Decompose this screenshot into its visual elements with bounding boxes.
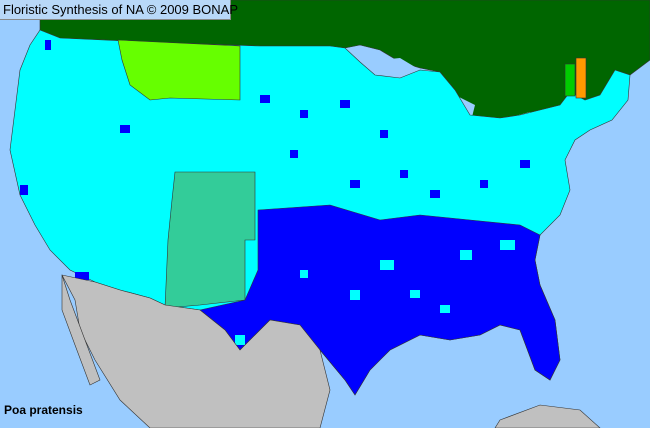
southwest-region (164, 171, 256, 309)
cuba (494, 404, 601, 428)
map-title: Floristic Synthesis of NA © 2009 BONAP (0, 0, 238, 20)
great-lakes (360, 58, 532, 150)
species-label: Poa pratensis (4, 403, 83, 417)
mexico-region (61, 274, 331, 428)
montana-region (117, 39, 241, 101)
scattered-counties (235, 240, 515, 345)
baja-peninsula (61, 274, 101, 386)
scattered-blue-counties (20, 40, 530, 280)
new-hampshire-region (575, 57, 587, 99)
vermont-region (564, 63, 576, 97)
